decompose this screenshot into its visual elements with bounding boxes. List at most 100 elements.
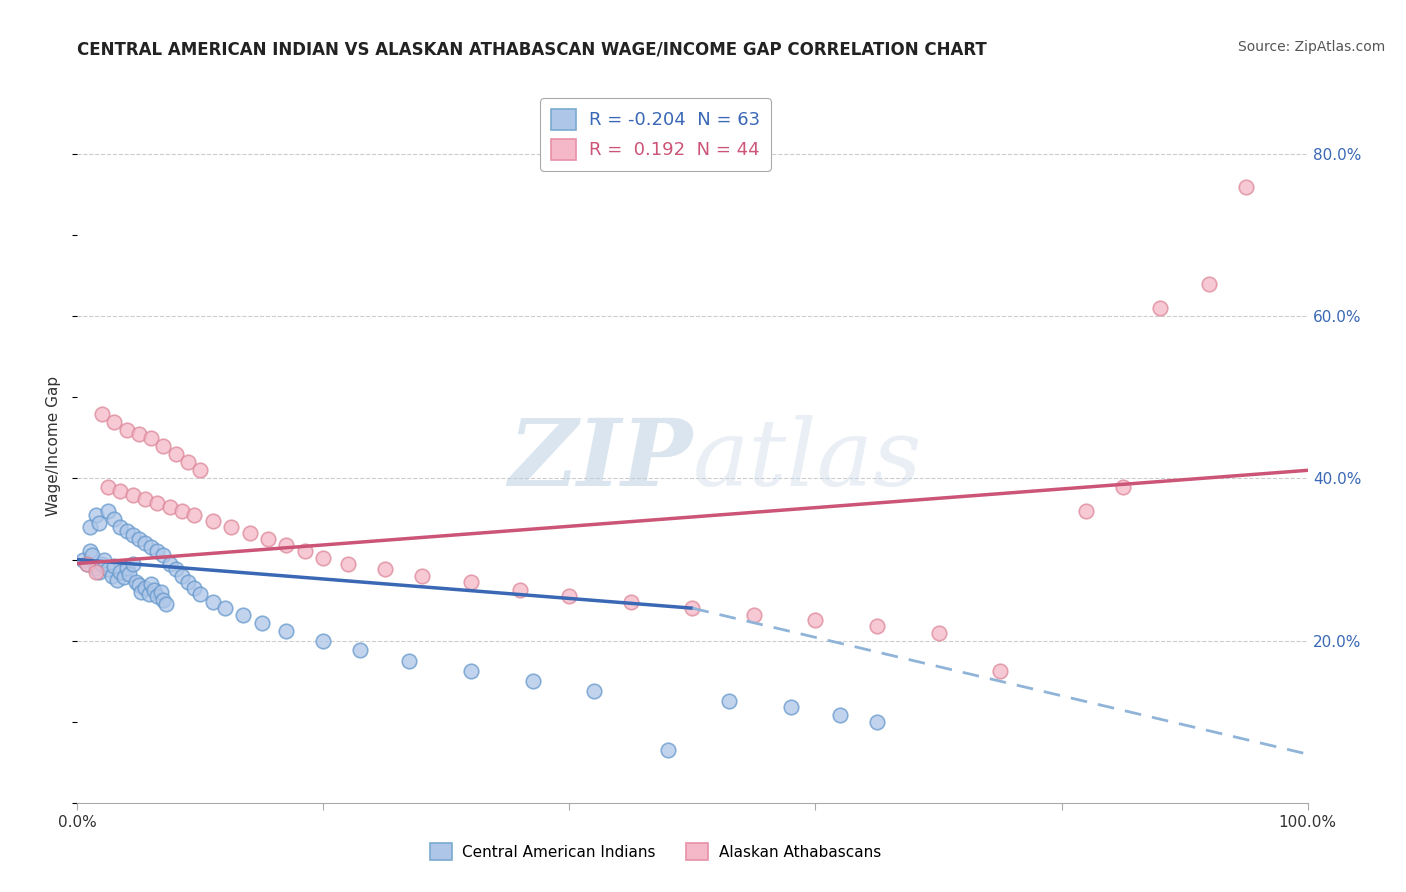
Point (988, 665, 1011, 679)
Text: Source: ZipAtlas.com: Source: ZipAtlas.com (1237, 40, 1385, 54)
Point (134, 491, 156, 506)
Point (460, 575, 482, 590)
Point (131, 585, 153, 599)
Point (146, 544, 169, 558)
Point (657, 743, 679, 757)
Point (1149, 301, 1171, 315)
Point (682, 601, 704, 615)
Point (398, 654, 420, 668)
Point (115, 524, 138, 538)
Point (115, 423, 138, 437)
Point (620, 595, 643, 609)
Point (141, 541, 163, 555)
Point (155, 597, 177, 611)
Point (583, 684, 606, 698)
Point (89, 516, 111, 530)
Point (152, 549, 174, 563)
Point (79, 544, 101, 558)
Point (177, 575, 200, 590)
Point (276, 538, 298, 552)
Text: CENTRAL AMERICAN INDIAN VS ALASKAN ATHABASCAN WAGE/INCOME GAP CORRELATION CHART: CENTRAL AMERICAN INDIAN VS ALASKAN ATHAB… (77, 40, 987, 58)
Point (830, 708, 852, 723)
Point (101, 568, 124, 582)
Point (374, 562, 396, 576)
Point (134, 581, 156, 595)
Point (165, 447, 187, 461)
Point (141, 577, 163, 591)
Point (219, 520, 242, 534)
Point (121, 557, 143, 571)
Point (201, 595, 224, 609)
Point (509, 583, 531, 598)
Point (128, 533, 150, 547)
Point (312, 550, 335, 565)
Point (103, 559, 125, 574)
Point (84, 508, 107, 522)
Point (183, 508, 205, 522)
Point (742, 607, 765, 622)
Point (177, 455, 200, 469)
Point (1234, 179, 1257, 194)
Y-axis label: Wage/Income Gap: Wage/Income Gap (46, 376, 62, 516)
Point (97, 504, 120, 518)
Point (90, 407, 114, 421)
Point (718, 694, 741, 708)
Point (146, 589, 169, 603)
Point (276, 624, 298, 638)
Point (103, 415, 125, 429)
Point (110, 565, 132, 579)
Text: ZIP: ZIP (508, 416, 693, 505)
Point (866, 714, 889, 729)
Point (928, 625, 950, 640)
Point (312, 633, 335, 648)
Point (97, 479, 120, 493)
Point (201, 514, 224, 528)
Point (558, 589, 581, 603)
Point (152, 439, 174, 453)
Point (294, 544, 316, 558)
Point (1198, 277, 1220, 291)
Point (103, 512, 125, 526)
Point (146, 496, 169, 510)
Point (134, 536, 156, 550)
Point (141, 431, 163, 445)
Point (257, 533, 280, 547)
Point (183, 581, 205, 595)
Point (170, 504, 193, 518)
Point (72, 552, 94, 566)
Point (337, 557, 360, 571)
Point (84, 560, 107, 574)
Point (349, 643, 371, 657)
Point (150, 585, 173, 599)
Point (79, 520, 101, 534)
Point (159, 557, 181, 571)
Point (121, 528, 143, 542)
Point (76, 557, 98, 571)
Point (190, 463, 212, 477)
Text: atlas: atlas (693, 416, 922, 505)
Point (84, 565, 107, 579)
Point (125, 575, 148, 590)
Point (110, 520, 132, 534)
Point (780, 700, 803, 714)
Point (128, 426, 150, 441)
Point (115, 560, 138, 574)
Point (128, 578, 150, 592)
Point (152, 593, 174, 607)
Point (138, 586, 160, 600)
Point (214, 601, 236, 615)
Point (866, 619, 889, 633)
Point (118, 567, 141, 582)
Point (82, 549, 104, 563)
Point (804, 613, 827, 627)
Point (460, 665, 482, 679)
Point (170, 568, 193, 582)
Point (250, 615, 273, 630)
Point (1112, 479, 1135, 493)
Point (142, 583, 165, 598)
Point (105, 573, 128, 587)
Legend: Central American Indians, Alaskan Athabascans: Central American Indians, Alaskan Athaba… (425, 837, 887, 866)
Point (522, 674, 544, 689)
Point (97, 562, 120, 576)
Point (411, 568, 433, 582)
